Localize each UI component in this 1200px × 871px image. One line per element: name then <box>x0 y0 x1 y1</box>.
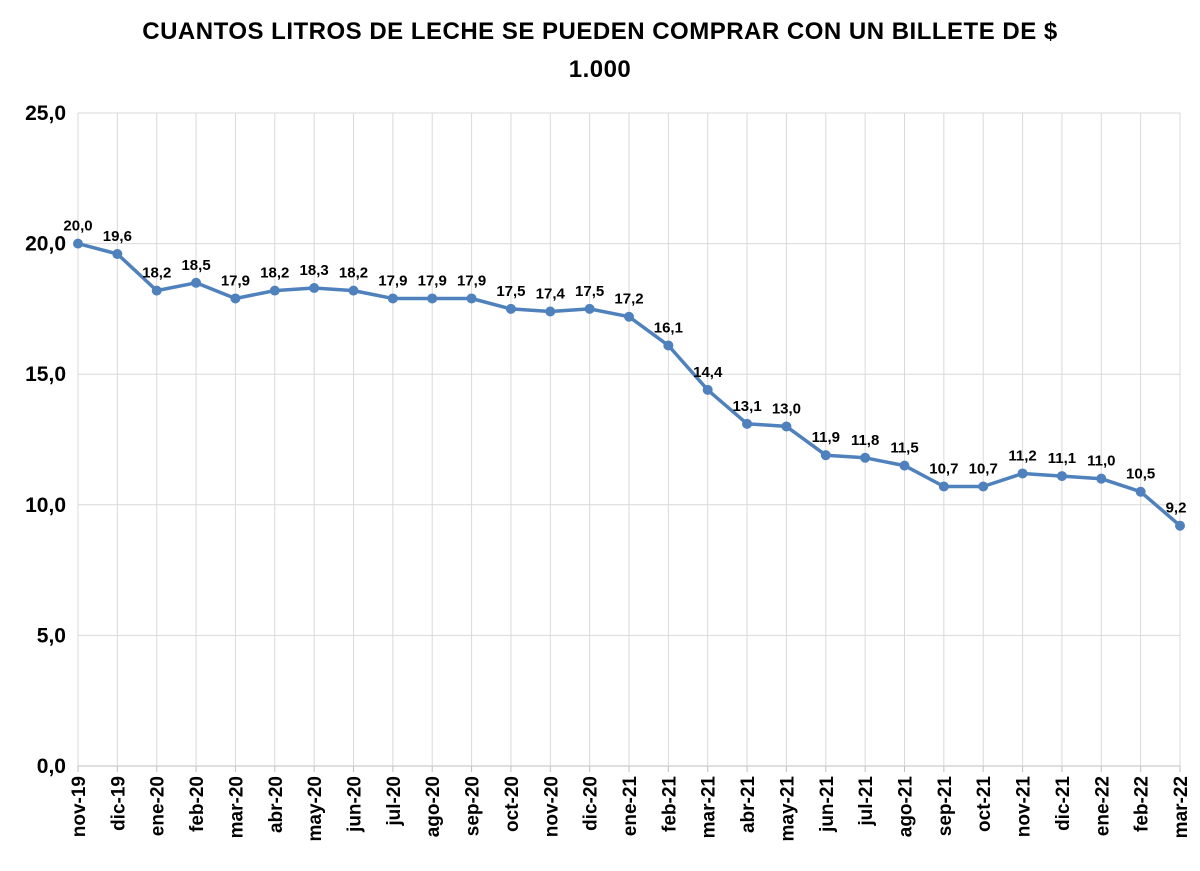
x-tick-label: may-21 <box>777 776 798 842</box>
data-point <box>742 418 753 429</box>
x-tick-label: ene-20 <box>148 776 169 836</box>
x-tick-label: jul-20 <box>384 776 405 827</box>
x-tick-label: ago-20 <box>423 776 444 837</box>
data-point <box>505 303 516 314</box>
chart-subtitle: 1.000 <box>568 56 632 83</box>
y-tick-label: 20,0 <box>25 233 66 256</box>
data-point <box>938 481 949 492</box>
data-point <box>1175 520 1185 531</box>
y-tick-label: 5,0 <box>37 624 66 647</box>
data-label: 14,4 <box>693 364 723 381</box>
x-tick-label: jun-21 <box>817 776 838 833</box>
data-point <box>427 293 438 304</box>
x-tick-label: abr-21 <box>738 776 759 833</box>
data-label: 10,7 <box>969 461 998 478</box>
data-point <box>112 249 123 260</box>
data-label: 19,6 <box>103 228 132 245</box>
data-point <box>899 460 910 471</box>
data-point <box>545 306 556 317</box>
data-point <box>860 452 871 463</box>
data-label: 18,2 <box>142 265 171 282</box>
x-tick-label: dic-19 <box>108 776 129 831</box>
y-tick-label: 10,0 <box>25 494 66 517</box>
data-label: 17,9 <box>378 272 407 289</box>
data-point <box>269 285 280 296</box>
y-tick-label: 0,0 <box>37 755 66 778</box>
y-tick-label: 25,0 <box>25 102 66 125</box>
x-tick-label: sep-21 <box>935 776 956 837</box>
data-label: 11,9 <box>812 429 840 446</box>
data-label: 18,2 <box>260 265 289 282</box>
data-point <box>73 238 83 249</box>
x-tick-label: ene-21 <box>620 776 641 837</box>
data-label: 18,3 <box>300 262 329 279</box>
data-label: 11,0 <box>1087 453 1115 470</box>
data-label: 17,2 <box>614 291 643 308</box>
x-tick-label: nov-19 <box>69 776 90 837</box>
data-point <box>584 303 595 314</box>
data-point <box>781 421 792 432</box>
data-point <box>1096 473 1107 484</box>
data-label: 17,4 <box>536 286 566 303</box>
data-point <box>230 293 241 304</box>
x-tick-label: feb-20 <box>187 776 208 832</box>
x-tick-label: oct-21 <box>974 776 995 832</box>
x-tick-label: sep-20 <box>463 776 484 836</box>
data-label: 17,9 <box>221 272 250 289</box>
x-tick-label: dic-21 <box>1053 776 1074 831</box>
x-tick-label: feb-21 <box>659 776 680 832</box>
data-point <box>191 277 202 288</box>
data-point <box>387 293 398 304</box>
x-tick-label: mar-21 <box>699 776 720 839</box>
data-label: 9,2 <box>1166 500 1187 517</box>
x-tick-label: dic-20 <box>581 776 602 831</box>
data-label: 10,5 <box>1126 466 1155 483</box>
x-tick-label: nov-21 <box>1014 776 1035 838</box>
x-tick-label: abr-20 <box>266 776 287 833</box>
x-tick-label: ene-22 <box>1092 776 1113 836</box>
data-label: 16,1 <box>654 319 683 336</box>
data-label: 13,0 <box>772 400 801 417</box>
x-tick-label: oct-20 <box>502 776 523 832</box>
data-point <box>151 285 162 296</box>
data-point <box>624 311 634 322</box>
data-point <box>348 285 359 296</box>
data-label: 10,7 <box>929 461 958 478</box>
data-label: 11,2 <box>1008 447 1036 464</box>
x-tick-label: jun-20 <box>345 776 366 833</box>
data-label: 20,0 <box>63 218 92 235</box>
x-tick-label: feb-22 <box>1132 776 1153 832</box>
x-tick-label: mar-20 <box>226 776 247 838</box>
data-label: 17,9 <box>457 272 486 289</box>
data-point <box>663 340 674 351</box>
data-point <box>309 283 320 294</box>
data-label: 17,5 <box>575 283 604 300</box>
chart-title: CUANTOS LITROS DE LECHE SE PUEDEN COMPRA… <box>142 18 1058 45</box>
data-label: 18,5 <box>181 257 210 274</box>
data-point <box>702 384 713 395</box>
x-tick-label: nov-20 <box>541 776 562 837</box>
data-point <box>1017 468 1028 479</box>
data-point <box>1135 486 1146 497</box>
data-label: 13,1 <box>732 398 761 415</box>
x-tick-label: jul-21 <box>856 776 877 827</box>
data-label: 17,5 <box>496 283 525 300</box>
data-point <box>1056 471 1067 482</box>
x-tick-label: may-20 <box>305 776 326 842</box>
data-label: 11,5 <box>890 440 918 457</box>
data-label: 11,8 <box>851 432 879 449</box>
data-point <box>466 293 477 304</box>
data-point <box>978 481 989 492</box>
data-point <box>820 450 831 461</box>
data-label: 17,9 <box>418 272 447 289</box>
y-tick-label: 15,0 <box>25 363 66 386</box>
data-label: 11,1 <box>1048 450 1076 467</box>
data-label: 18,2 <box>339 265 368 282</box>
x-tick-label: mar-22 <box>1171 776 1192 838</box>
x-tick-label: ago-21 <box>896 776 917 838</box>
